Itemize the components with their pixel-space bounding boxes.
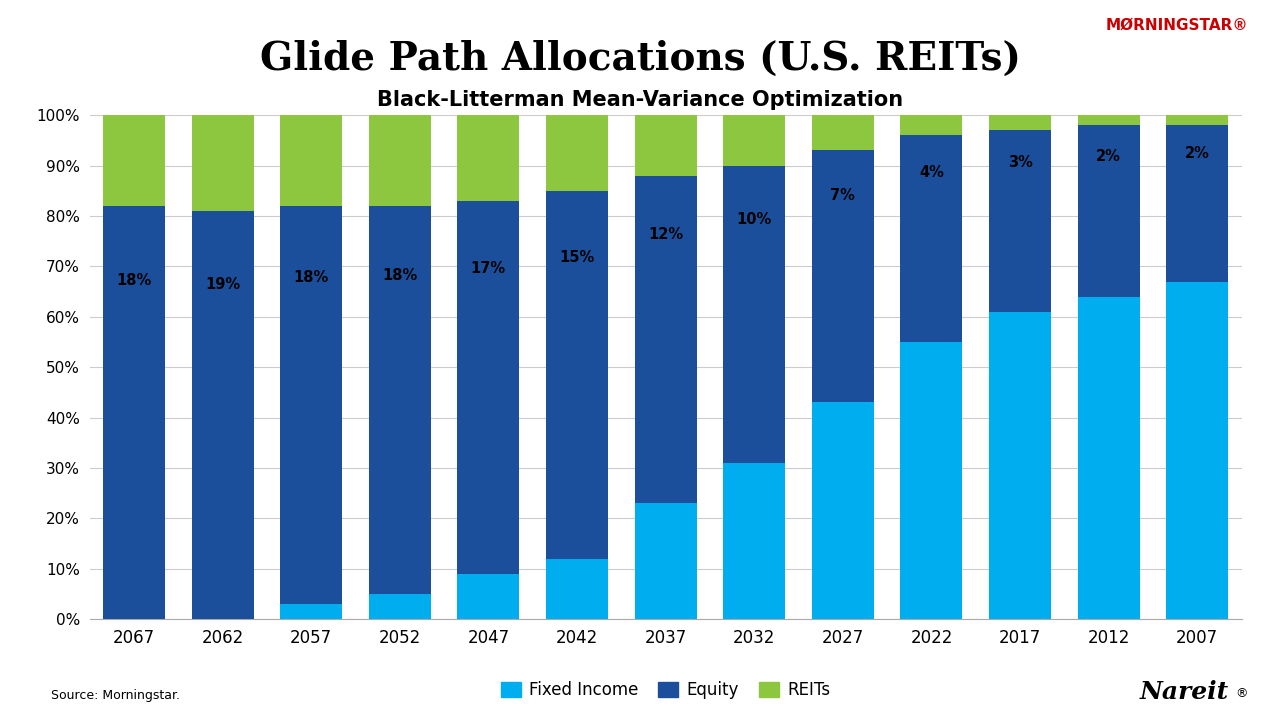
Bar — [369, 594, 431, 619]
Bar — [369, 206, 431, 594]
Text: 10%: 10% — [736, 212, 772, 227]
Bar — [280, 206, 342, 604]
Bar — [457, 201, 520, 574]
Bar — [547, 191, 608, 559]
Text: ®: ® — [1235, 687, 1248, 700]
Bar — [369, 115, 431, 206]
Legend: Fixed Income, Equity, REITs: Fixed Income, Equity, REITs — [493, 673, 838, 708]
Text: 18%: 18% — [383, 269, 417, 283]
Bar — [280, 115, 342, 206]
Text: 18%: 18% — [116, 273, 151, 288]
Text: Black-Litterman Mean-Variance Optimization: Black-Litterman Mean-Variance Optimizati… — [376, 90, 904, 110]
Text: 7%: 7% — [831, 189, 855, 203]
Text: Source: Morningstar.: Source: Morningstar. — [51, 689, 180, 702]
Bar — [280, 604, 342, 619]
Bar — [635, 503, 696, 619]
Text: 15%: 15% — [559, 250, 595, 264]
Bar — [723, 166, 785, 463]
Bar — [900, 342, 963, 619]
Bar — [812, 115, 874, 150]
Bar — [635, 115, 696, 176]
Bar — [457, 574, 520, 619]
Bar — [1166, 115, 1229, 125]
Bar — [192, 211, 253, 619]
Bar — [1166, 282, 1229, 619]
Bar — [812, 150, 874, 402]
Text: 19%: 19% — [205, 277, 241, 292]
Bar — [1078, 297, 1139, 619]
Bar — [192, 115, 253, 211]
Bar — [457, 115, 520, 201]
Bar — [102, 115, 165, 206]
Text: Nareit: Nareit — [1139, 680, 1229, 704]
Text: 18%: 18% — [293, 270, 329, 285]
Bar — [900, 135, 963, 342]
Text: Glide Path Allocations (U.S. REITs): Glide Path Allocations (U.S. REITs) — [260, 40, 1020, 78]
Bar — [547, 115, 608, 191]
Bar — [900, 115, 963, 135]
Bar — [102, 206, 165, 619]
Text: 2%: 2% — [1096, 148, 1121, 163]
Text: 12%: 12% — [648, 227, 684, 242]
Text: 3%: 3% — [1007, 156, 1033, 171]
Text: 17%: 17% — [471, 261, 506, 276]
Bar — [812, 402, 874, 619]
Bar — [1078, 115, 1139, 125]
Text: 4%: 4% — [919, 165, 943, 180]
Bar — [989, 115, 1051, 130]
Text: 2%: 2% — [1185, 146, 1210, 161]
Bar — [723, 463, 785, 619]
Bar — [989, 312, 1051, 619]
Text: MØRNINGSTAR®: MØRNINGSTAR® — [1106, 18, 1248, 33]
Bar — [635, 176, 696, 503]
Bar — [1078, 125, 1139, 297]
Bar — [547, 559, 608, 619]
Bar — [723, 115, 785, 166]
Bar — [989, 130, 1051, 312]
Bar — [1166, 125, 1229, 282]
